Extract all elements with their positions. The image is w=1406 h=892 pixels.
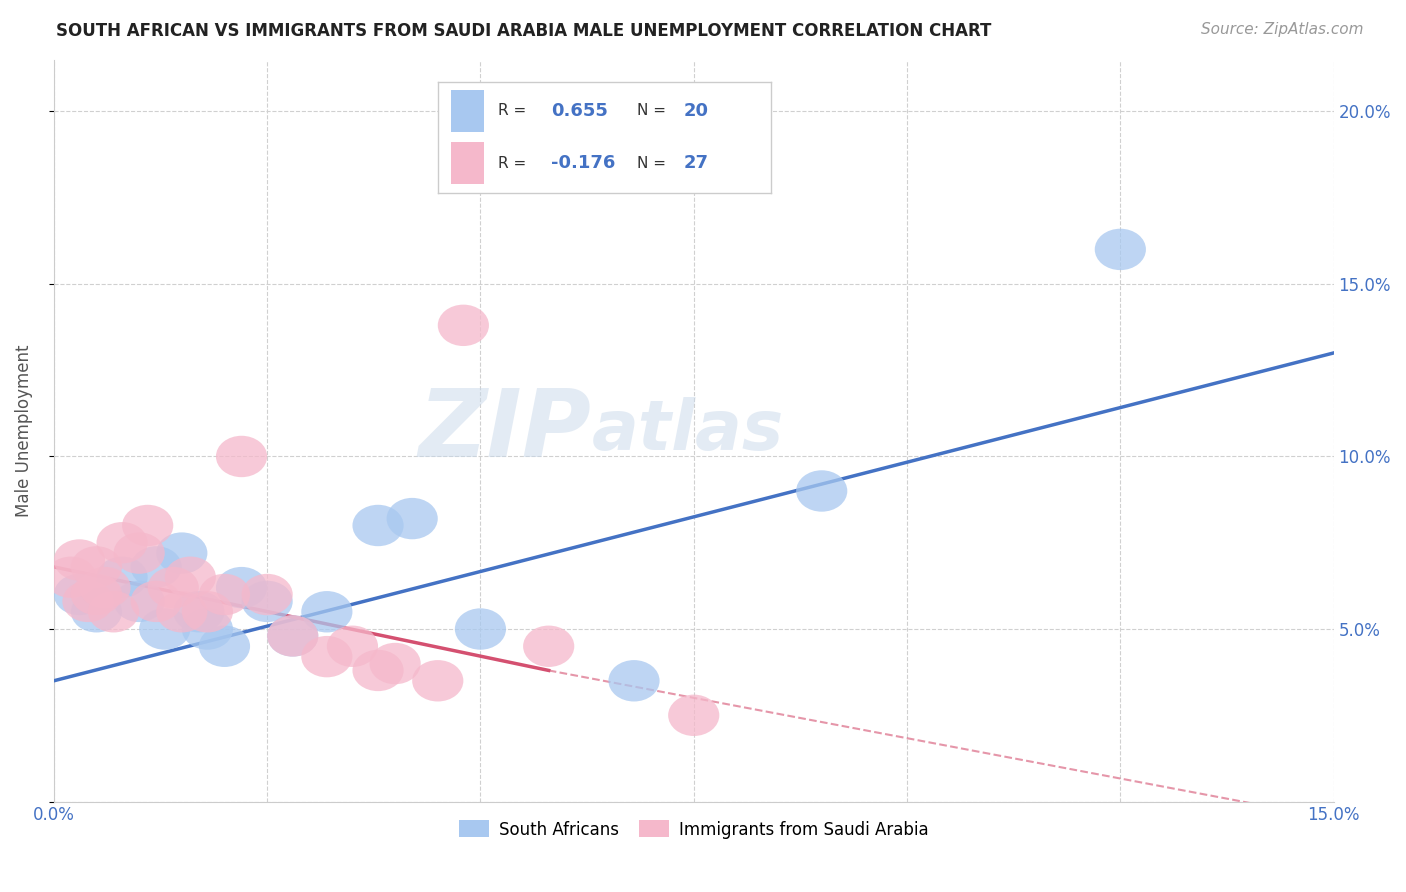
- Ellipse shape: [45, 557, 97, 598]
- Ellipse shape: [454, 608, 506, 649]
- Ellipse shape: [301, 591, 353, 632]
- Ellipse shape: [53, 574, 105, 615]
- Ellipse shape: [412, 660, 464, 701]
- Ellipse shape: [353, 505, 404, 546]
- Text: SOUTH AFRICAN VS IMMIGRANTS FROM SAUDI ARABIA MALE UNEMPLOYMENT CORRELATION CHAR: SOUTH AFRICAN VS IMMIGRANTS FROM SAUDI A…: [56, 22, 991, 40]
- Ellipse shape: [114, 581, 165, 622]
- Ellipse shape: [796, 470, 848, 512]
- Ellipse shape: [217, 436, 267, 477]
- Ellipse shape: [165, 557, 217, 598]
- Ellipse shape: [181, 591, 233, 632]
- Ellipse shape: [173, 591, 225, 632]
- Ellipse shape: [437, 305, 489, 346]
- Ellipse shape: [242, 581, 292, 622]
- Ellipse shape: [70, 574, 122, 615]
- Ellipse shape: [301, 636, 353, 677]
- Ellipse shape: [353, 649, 404, 691]
- Ellipse shape: [148, 567, 198, 608]
- Ellipse shape: [217, 567, 267, 608]
- Ellipse shape: [79, 567, 131, 608]
- Ellipse shape: [122, 505, 173, 546]
- Ellipse shape: [97, 522, 148, 564]
- Ellipse shape: [668, 695, 720, 736]
- Ellipse shape: [156, 533, 208, 574]
- Legend: South Africans, Immigrants from Saudi Arabia: South Africans, Immigrants from Saudi Ar…: [453, 814, 935, 846]
- Ellipse shape: [198, 574, 250, 615]
- Ellipse shape: [131, 581, 181, 622]
- Ellipse shape: [370, 643, 420, 684]
- Ellipse shape: [139, 608, 190, 649]
- Text: ZIP: ZIP: [419, 384, 592, 476]
- Ellipse shape: [326, 625, 378, 667]
- Ellipse shape: [53, 540, 105, 581]
- Ellipse shape: [242, 574, 292, 615]
- Ellipse shape: [198, 625, 250, 667]
- Ellipse shape: [89, 591, 139, 632]
- Text: atlas: atlas: [592, 397, 783, 464]
- Ellipse shape: [267, 615, 318, 657]
- Ellipse shape: [523, 625, 574, 667]
- Ellipse shape: [62, 581, 114, 622]
- Ellipse shape: [387, 498, 437, 540]
- Ellipse shape: [97, 557, 148, 598]
- Ellipse shape: [70, 546, 122, 588]
- Ellipse shape: [609, 660, 659, 701]
- Ellipse shape: [156, 591, 208, 632]
- Ellipse shape: [1095, 228, 1146, 270]
- Text: Source: ZipAtlas.com: Source: ZipAtlas.com: [1201, 22, 1364, 37]
- Y-axis label: Male Unemployment: Male Unemployment: [15, 344, 32, 516]
- Ellipse shape: [267, 615, 318, 657]
- Ellipse shape: [181, 608, 233, 649]
- Ellipse shape: [114, 533, 165, 574]
- Ellipse shape: [131, 546, 181, 588]
- Ellipse shape: [70, 591, 122, 632]
